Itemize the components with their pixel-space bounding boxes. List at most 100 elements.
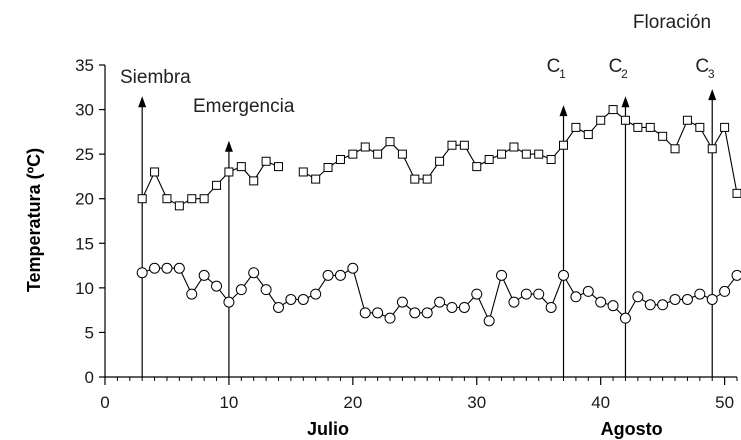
data-point-circle (173, 262, 185, 274)
data-point-square (596, 115, 606, 125)
data-point-square (298, 167, 308, 177)
x-tick-label: 50 (715, 393, 734, 412)
data-point-circle (545, 301, 557, 313)
data-point-circle (384, 312, 396, 324)
data-point-square (385, 137, 395, 147)
data-point-square (137, 194, 147, 204)
data-point-square (311, 174, 321, 184)
data-point-circle (223, 296, 235, 308)
data-point-square (484, 154, 494, 164)
floracion-label: Floración (633, 12, 711, 33)
data-point-circle (533, 288, 545, 300)
data-point-circle (372, 307, 384, 319)
data-point-circle (297, 293, 309, 305)
data-point-square (150, 167, 160, 177)
data-point-circle (483, 315, 495, 327)
data-point-square (212, 180, 222, 190)
data-point-square (373, 149, 383, 159)
data-point-circle (322, 269, 334, 281)
data-point-circle (520, 288, 532, 300)
y-tick-label: 5 (85, 323, 94, 342)
data-point-circle (669, 293, 681, 305)
data-point-square (633, 122, 643, 132)
y-tick-label: 30 (75, 101, 94, 120)
data-point-circle (508, 296, 520, 308)
y-tick-label: 25 (75, 145, 94, 164)
series-line (142, 267, 738, 323)
data-point-circle (235, 284, 247, 296)
data-point-square (236, 162, 246, 172)
data-point-circle (409, 307, 421, 319)
y-tick-label: 0 (85, 368, 94, 387)
data-point-circle (632, 291, 644, 303)
data-point-circle (458, 301, 470, 313)
data-point-circle (471, 288, 483, 300)
data-point-square (670, 144, 680, 154)
data-point-circle (446, 301, 458, 313)
data-point-circle (248, 267, 260, 279)
data-point-circle (186, 288, 198, 300)
data-point-square (323, 163, 333, 173)
axes (99, 64, 738, 385)
data-point-circle (496, 269, 508, 281)
annotation-label: Emergencia (193, 96, 295, 117)
annotation-subscript: 3 (708, 67, 715, 81)
data-point-circle (681, 293, 693, 305)
data-point-circle (285, 293, 297, 305)
data-point-circle (570, 291, 582, 303)
data-point-square (348, 149, 358, 159)
data-point-square (682, 115, 692, 125)
data-point-circle (657, 299, 669, 311)
data-point-square (472, 162, 482, 172)
data-point-square (459, 140, 469, 150)
month-label: Agosto (601, 419, 663, 439)
annotation-label: C (609, 56, 623, 77)
annotation-label: C (547, 56, 561, 77)
data-point-square (174, 201, 184, 211)
y-axis-title: Temperatura (ºC) (24, 148, 44, 292)
annotation-label: C (695, 56, 709, 77)
data-point-circle (161, 262, 173, 274)
data-point-square (162, 194, 172, 204)
x-tick-label: 40 (591, 393, 610, 412)
y-tick-label: 10 (75, 279, 94, 298)
x-tick-label: 10 (219, 393, 238, 412)
annotation-subscript: 1 (559, 67, 566, 81)
x-tick-label: 20 (343, 393, 362, 412)
data-point-square (620, 115, 630, 125)
annotation-arrows (138, 89, 717, 377)
data-point-circle (334, 269, 346, 281)
x-tick-label: 0 (100, 393, 109, 412)
data-point-circle (136, 267, 148, 279)
data-point-square (447, 140, 457, 150)
data-point-circle (706, 293, 718, 305)
data-point-square (720, 122, 730, 132)
data-point-circle (731, 269, 741, 281)
annotation-arrow-head (224, 140, 233, 152)
data-point-circle (595, 296, 607, 308)
data-point-circle (434, 296, 446, 308)
data-point-square (608, 105, 618, 115)
labels-group: 0 5 10 15 20 25 30 35 0 10 20 30 40 50 Julio Agosto Siem… (75, 56, 734, 439)
data-point-circle (607, 300, 619, 312)
data-point-circle (198, 269, 210, 281)
y-tick-label: 35 (75, 56, 94, 75)
data-point-square (261, 156, 271, 166)
data-point-square (422, 174, 432, 184)
series-squares (137, 105, 741, 211)
data-point-square (534, 149, 544, 159)
data-point-circle (347, 262, 359, 274)
data-point-square (521, 149, 531, 159)
data-point-square (546, 154, 556, 164)
data-point-circle (149, 262, 161, 274)
data-point-square (273, 162, 283, 172)
data-point-circle (359, 307, 371, 319)
annotation-arrow-head (559, 105, 568, 117)
y-tick-label: 15 (75, 234, 94, 253)
data-point-square (360, 142, 370, 152)
data-point-square (509, 142, 519, 152)
data-point-square (335, 154, 345, 164)
data-point-circle (310, 288, 322, 300)
data-point-circle (694, 288, 706, 300)
